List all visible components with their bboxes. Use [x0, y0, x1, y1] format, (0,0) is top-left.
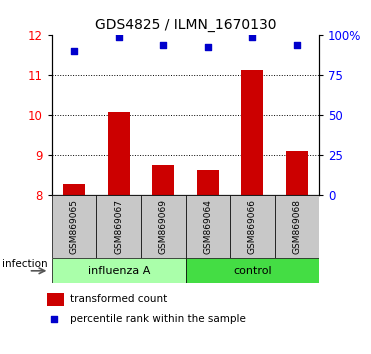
- Bar: [52, 195, 96, 258]
- Bar: [96, 195, 141, 258]
- Text: GSM869068: GSM869068: [292, 199, 301, 254]
- Point: [71, 48, 77, 54]
- Bar: [186, 258, 319, 283]
- Bar: [230, 195, 275, 258]
- Text: GSM869066: GSM869066: [248, 199, 257, 254]
- Point: [52, 316, 58, 321]
- Text: GSM869064: GSM869064: [203, 199, 212, 254]
- Text: influenza A: influenza A: [88, 266, 150, 276]
- Bar: [186, 195, 230, 258]
- Text: control: control: [233, 266, 272, 276]
- Point: [160, 42, 166, 48]
- Point: [205, 44, 211, 49]
- Point: [116, 34, 122, 40]
- Point: [249, 34, 255, 40]
- Text: GSM869067: GSM869067: [114, 199, 123, 254]
- Bar: [197, 170, 219, 195]
- Bar: [52, 258, 186, 283]
- Title: GDS4825 / ILMN_1670130: GDS4825 / ILMN_1670130: [95, 18, 276, 32]
- Bar: [275, 195, 319, 258]
- Text: GSM869069: GSM869069: [159, 199, 168, 254]
- Point: [294, 42, 300, 48]
- Bar: [108, 112, 130, 195]
- Text: GSM869065: GSM869065: [70, 199, 79, 254]
- Text: transformed count: transformed count: [70, 295, 167, 304]
- Text: percentile rank within the sample: percentile rank within the sample: [70, 314, 246, 324]
- Bar: [286, 151, 308, 195]
- Bar: [47, 293, 64, 306]
- Bar: [141, 195, 186, 258]
- Text: infection: infection: [2, 259, 47, 269]
- Bar: [63, 183, 85, 195]
- Bar: [241, 70, 263, 195]
- Bar: [152, 165, 174, 195]
